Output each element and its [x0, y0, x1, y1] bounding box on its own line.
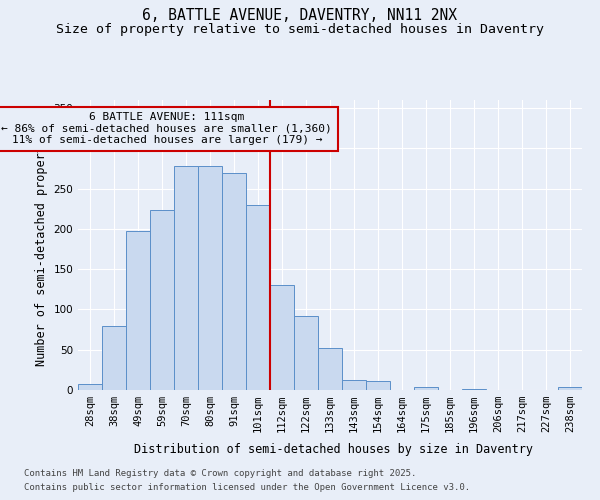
Bar — [342, 380, 366, 390]
Bar — [174, 166, 198, 390]
Text: Contains public sector information licensed under the Open Government Licence v3: Contains public sector information licen… — [24, 484, 470, 492]
Text: 6, BATTLE AVENUE, DAVENTRY, NN11 2NX: 6, BATTLE AVENUE, DAVENTRY, NN11 2NX — [143, 8, 458, 22]
Text: Size of property relative to semi-detached houses in Daventry: Size of property relative to semi-detach… — [56, 22, 544, 36]
Bar — [78, 384, 102, 390]
Bar — [558, 387, 582, 390]
Bar — [246, 204, 270, 390]
Bar — [414, 387, 438, 390]
Text: Contains HM Land Registry data © Crown copyright and database right 2025.: Contains HM Land Registry data © Crown c… — [24, 468, 416, 477]
Bar — [270, 286, 294, 390]
Bar — [126, 232, 150, 390]
Bar — [318, 348, 342, 390]
Bar — [150, 210, 174, 390]
Bar — [366, 381, 390, 390]
Bar — [462, 389, 486, 390]
Bar — [198, 166, 222, 390]
Bar — [222, 172, 246, 390]
Text: 6 BATTLE AVENUE: 111sqm
← 86% of semi-detached houses are smaller (1,360)
11% of: 6 BATTLE AVENUE: 111sqm ← 86% of semi-de… — [1, 112, 332, 146]
Bar — [102, 326, 126, 390]
Text: Distribution of semi-detached houses by size in Daventry: Distribution of semi-detached houses by … — [134, 442, 533, 456]
Bar — [294, 316, 318, 390]
Y-axis label: Number of semi-detached properties: Number of semi-detached properties — [35, 124, 48, 366]
